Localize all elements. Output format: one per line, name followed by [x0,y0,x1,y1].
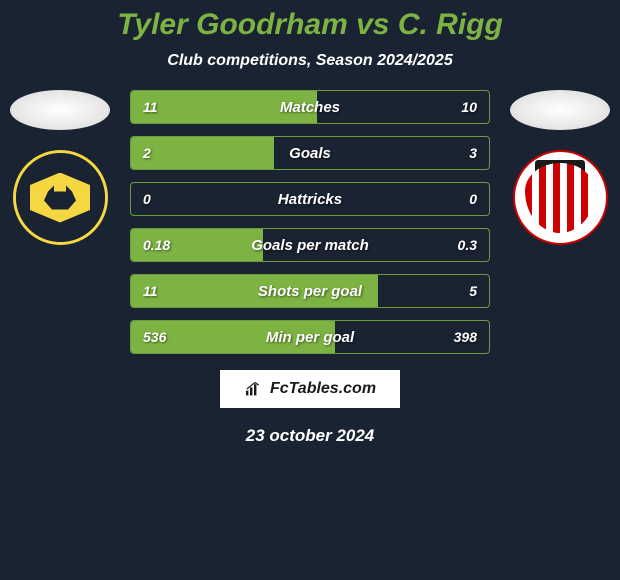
stat-row-matches: 11 Matches 10 [130,90,490,124]
stat-left-value: 0 [143,191,151,207]
player-left-column [5,90,115,245]
stat-label: Goals [289,145,331,162]
stat-right-value: 0.3 [458,237,477,253]
stat-right-value: 398 [454,329,477,345]
stat-row-hattricks: 0 Hattricks 0 [130,182,490,216]
stat-row-goals: 2 Goals 3 [130,136,490,170]
stat-label: Goals per match [251,237,369,254]
chart-icon [244,381,264,397]
player-right-photo [510,90,610,130]
stat-label: Min per goal [266,329,354,346]
stat-right-value: 0 [469,191,477,207]
stat-right-value: 3 [469,145,477,161]
team-right-logo [513,150,608,245]
stat-row-shots-per-goal: 11 Shots per goal 5 [130,274,490,308]
stat-row-min-per-goal: 536 Min per goal 398 [130,320,490,354]
source-badge: FcTables.com [220,370,400,408]
player-right-column [505,90,615,245]
stat-left-value: 11 [143,99,158,115]
stat-right-value: 10 [461,99,477,115]
stat-row-goals-per-match: 0.18 Goals per match 0.3 [130,228,490,262]
stat-left-value: 11 [143,283,158,299]
main-content: 11 Matches 10 2 Goals 3 0 Hattricks 0 0.… [0,90,620,354]
stat-left-value: 2 [143,145,151,161]
stat-label: Shots per goal [258,283,362,300]
stat-right-value: 5 [469,283,477,299]
stat-left-value: 536 [143,329,166,345]
team-left-logo [13,150,108,245]
season-subtitle: Club competitions, Season 2024/2025 [167,52,452,70]
date-text: 23 october 2024 [246,426,375,446]
stat-fill [131,137,274,169]
stat-left-value: 0.18 [143,237,170,253]
source-text: FcTables.com [270,380,376,398]
stat-label: Matches [280,99,340,116]
stats-container: 11 Matches 10 2 Goals 3 0 Hattricks 0 0.… [130,90,490,354]
player-left-photo [10,90,110,130]
stat-label: Hattricks [278,191,342,208]
comparison-title: Tyler Goodrham vs C. Rigg [117,8,503,42]
